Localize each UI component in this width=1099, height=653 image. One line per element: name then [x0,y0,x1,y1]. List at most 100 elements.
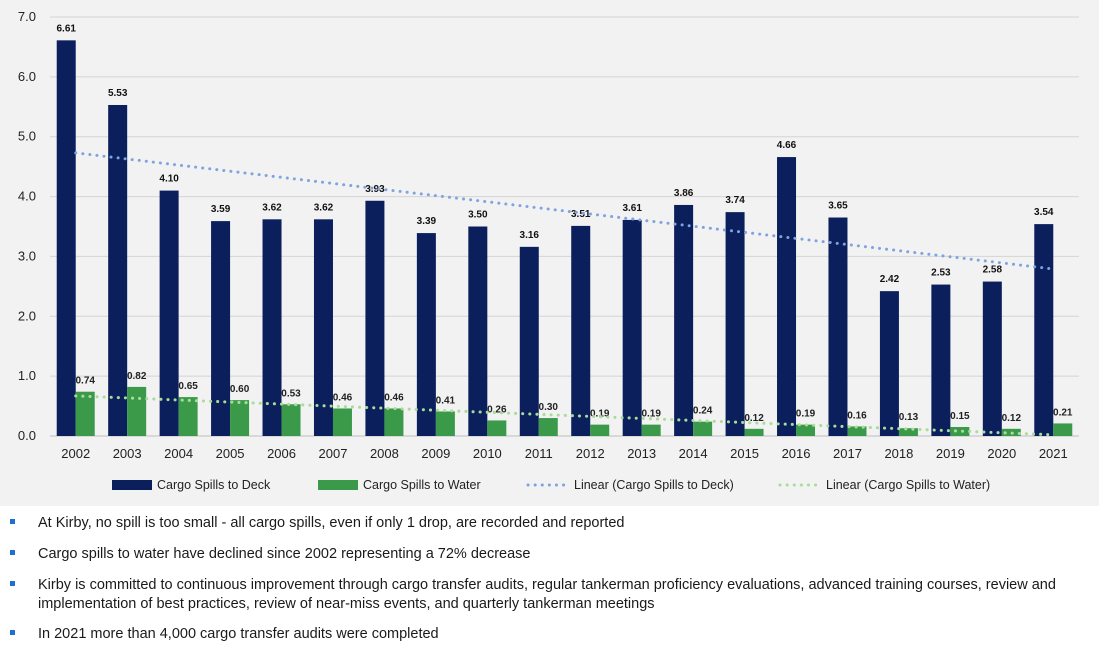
x-tick-label: 2007 [319,446,348,461]
water-data-label: 0.53 [281,388,301,399]
water-data-label: 0.15 [950,411,970,422]
water-bar [75,391,95,436]
x-tick-label: 2008 [370,446,399,461]
deck-data-label: 3.74 [725,195,745,206]
x-tick-label: 2003 [113,446,142,461]
x-tick-label: 2011 [525,446,553,461]
x-tick-label: 2004 [164,446,193,461]
deck-data-label: 3.93 [365,184,385,195]
deck-bar [622,219,642,436]
bullet-square-icon [10,519,15,524]
water-bar [332,408,352,436]
deck-bar [879,291,899,436]
bullet-text: Cargo spills to water have declined sinc… [38,546,531,562]
deck-bar [931,284,951,436]
water-data-label: 0.12 [1002,413,1022,424]
deck-data-label: 3.50 [468,210,488,221]
cargo-spills-chart: 0.0 1.0 2.0 3.0 4.0 5.0 6.0 7.0 6.61 0.74 2002 5.53… [18,9,1079,492]
deck-data-label: 3.62 [314,202,334,213]
water-bar [641,424,661,436]
deck-trendline [74,151,1055,271]
deck-bar [468,226,488,436]
deck-bar [571,225,591,436]
y-tick-label: 6.0 [18,69,36,84]
y-tick-label: 3.0 [18,248,36,263]
deck-bar [262,219,282,436]
water-data-label: 0.30 [539,402,559,413]
legend-label-deck: Cargo Spills to Deck [157,478,271,492]
x-tick-label: 2018 [884,446,913,461]
deck-bar [211,221,231,436]
y-tick-label: 7.0 [18,9,36,24]
water-bar [281,404,301,436]
water-data-label: 0.26 [487,404,507,415]
deck-data-label: 4.66 [777,140,797,151]
x-tick-label: 2013 [627,446,656,461]
x-tick-label: 2016 [782,446,811,461]
water-data-label: 0.41 [436,395,456,406]
water-bar [590,424,610,436]
water-bar [950,427,970,436]
water-data-label: 0.19 [796,409,816,420]
deck-bar [519,246,539,436]
x-tick-label: 2017 [833,446,862,461]
water-data-label: 0.82 [127,371,147,382]
deck-data-label: 5.53 [108,88,128,99]
deck-data-label: 3.54 [1034,207,1054,218]
deck-data-label: 2.58 [983,265,1003,276]
y-tick-label: 0.0 [18,428,36,443]
water-bar [744,428,764,436]
deck-bar [56,40,76,436]
water-data-label: 0.16 [847,410,867,421]
water-bar [1053,423,1073,436]
deck-bar [1034,224,1054,436]
water-bar [847,426,867,436]
bullet-text: At Kirby, no spill is too small - all ca… [38,515,625,531]
bullet-text: In 2021 more than 4,000 cargo transfer a… [38,626,439,642]
water-data-label: 0.60 [230,384,250,395]
x-tick-label: 2012 [576,446,605,461]
water-data-label: 0.19 [590,409,610,420]
water-data-label: 0.13 [899,412,919,423]
y-tick-label: 2.0 [18,308,36,323]
water-bar [796,424,816,436]
x-tick-label: 2005 [216,446,245,461]
deck-bar [159,190,179,436]
deck-bar [108,104,128,437]
x-tick-label: 2002 [61,446,90,461]
bullet-square-icon [10,581,15,586]
y-tick-label: 4.0 [18,189,36,204]
deck-data-label: 3.65 [828,201,848,212]
y-tick-label: 1.0 [18,368,36,383]
x-tick-label: 2006 [267,446,296,461]
water-data-label: 0.74 [75,376,95,387]
water-bar [693,421,713,436]
deck-bar [828,217,848,436]
deck-data-label: 4.10 [159,174,179,185]
deck-bar [725,212,745,436]
x-tick-label: 2015 [730,446,759,461]
water-bar [230,400,250,436]
water-trendline [74,394,1055,437]
x-tick-label: 2014 [679,446,708,461]
water-data-label: 0.19 [641,409,661,420]
x-tick-label: 2020 [987,446,1016,461]
legend-label-water-trend: Linear (Cargo Spills to Water) [826,478,990,492]
legend-swatch-deck [112,480,152,490]
deck-bar [313,219,333,436]
x-tick-label: 2021 [1039,446,1068,461]
bullet-square-icon [10,550,15,555]
water-data-label: 0.21 [1053,407,1073,418]
deck-bar [674,204,694,436]
legend-label-deck-trend: Linear (Cargo Spills to Deck) [574,478,734,492]
deck-data-label: 3.86 [674,188,694,199]
deck-data-label: 2.53 [931,268,951,279]
water-data-label: 0.12 [744,413,764,424]
deck-data-label: 3.16 [520,230,540,241]
deck-bar [365,200,385,436]
bullet-text: Kirby is committed to continuous improve… [38,577,1056,612]
deck-data-label: 2.42 [880,274,900,285]
deck-data-label: 3.51 [571,209,591,220]
deck-data-label: 3.59 [211,204,231,215]
water-data-label: 0.24 [693,406,713,417]
